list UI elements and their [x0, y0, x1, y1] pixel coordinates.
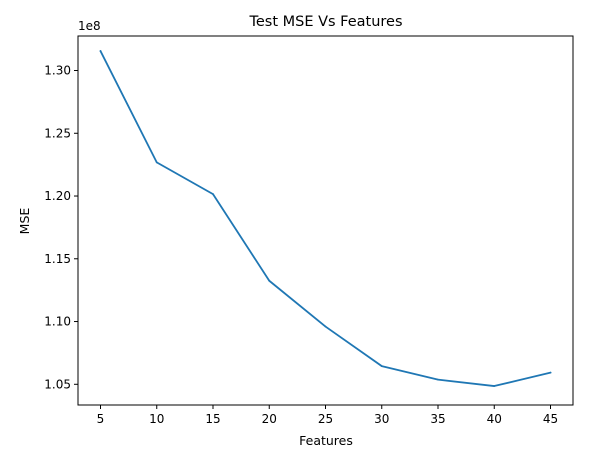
y-tick-label: 1.20	[44, 189, 71, 203]
data-point	[437, 378, 439, 381]
data-point	[212, 193, 214, 196]
y-tick-label: 1.15	[44, 252, 71, 266]
x-tick-label: 45	[543, 412, 558, 426]
x-axis-ticks: 5 10 15 20 25 30 35 40 45	[97, 405, 558, 426]
chart-title: Test MSE Vs Features	[248, 14, 402, 30]
x-tick-label: 35	[430, 412, 445, 426]
x-tick-label: 10	[149, 412, 164, 426]
y-axis-multiplier: 1e8	[78, 19, 101, 33]
x-tick-label: 40	[487, 412, 502, 426]
data-point	[155, 161, 158, 164]
y-tick-label: 1.25	[44, 126, 71, 140]
data-point	[493, 385, 496, 387]
data-point	[324, 325, 327, 328]
x-tick-label: 15	[205, 412, 220, 426]
y-axis-ticks: 1.05 1.10 1.15 1.20 1.25 1.30	[44, 64, 78, 391]
data-point	[380, 365, 383, 367]
x-tick-label: 5	[97, 412, 105, 426]
y-tick-label: 1.10	[44, 315, 71, 329]
y-tick-label: 1.30	[44, 64, 71, 78]
x-tick-label: 20	[262, 412, 277, 426]
data-point	[99, 50, 102, 52]
y-tick-label: 1.05	[44, 377, 71, 391]
x-tick-label: 30	[374, 412, 389, 426]
series-points	[99, 50, 552, 387]
data-point	[549, 371, 552, 374]
data-point	[268, 279, 271, 282]
x-axis-label: Features	[299, 433, 353, 448]
y-axis-label: MSE	[17, 208, 32, 235]
x-tick-label: 25	[318, 412, 333, 426]
